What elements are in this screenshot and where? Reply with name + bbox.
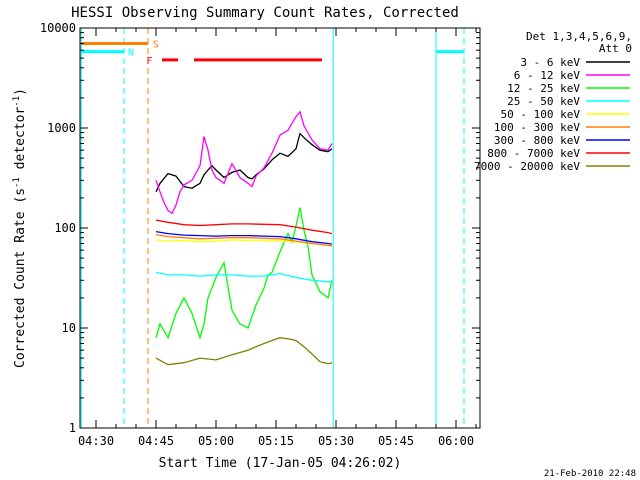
series-line: [155, 337, 333, 366]
plot-area: S N F 1 10 100 1000 10000 04:30 04:45 05:00 05:15 0…: [40, 21, 481, 448]
y-axis-label-end: ): [13, 88, 28, 96]
series-line: [155, 230, 333, 245]
y-tick-label: 100: [54, 221, 76, 235]
x-tick-label: 04:45: [138, 434, 174, 448]
series-line: [155, 110, 333, 215]
tick-layer: 1 10 100 1000 10000 04:30 04:45 05:00 05:15 05:30…: [40, 21, 480, 448]
night-flag-label: N: [128, 48, 134, 59]
y-tick-label: 1000: [47, 121, 76, 135]
flare-flag-label: F: [146, 56, 152, 67]
series-line: [155, 233, 333, 247]
series-line: [155, 207, 333, 340]
x-tick-label: 04:30: [78, 434, 114, 448]
y-axis-label-main: Corrected Count Rate (s: [13, 188, 28, 368]
flag-layer: S N F: [80, 28, 465, 428]
plot-frame: [79, 27, 481, 429]
legend-label: 50 - 100 keV: [501, 108, 581, 121]
y-tick-label: 10000: [40, 21, 76, 35]
y-axis-label-sup1: -1: [12, 177, 22, 188]
y-tick-label: 1: [69, 421, 76, 435]
legend-header-2: Att 0: [599, 42, 632, 55]
legend-label: 12 - 25 keV: [507, 82, 580, 95]
x-tick-label: 06:00: [438, 434, 474, 448]
series-layer: [155, 110, 333, 366]
y-axis-label-sup2: -1: [12, 96, 22, 107]
legend-header-1: Det 1,3,4,5,6,9,: [526, 30, 632, 43]
series-line: [155, 219, 333, 235]
legend-label: 800 - 7000 keV: [487, 147, 580, 160]
x-axis-label: Start Time (17-Jan-05 04:26:02): [159, 456, 402, 471]
y-tick-label: 10: [62, 321, 76, 335]
x-tick-label: 05:00: [198, 434, 234, 448]
legend-label: 7000 - 20000 keV: [474, 160, 580, 173]
legend-label: 3 - 6 keV: [520, 56, 580, 69]
y-axis-label: Corrected Count Rate (s-1 detector-1): [12, 88, 28, 368]
x-tick-label: 05:30: [318, 434, 354, 448]
chart-title: HESSI Observing Summary Count Rates, Cor…: [71, 5, 459, 21]
series-line: [155, 271, 332, 283]
legend-label: 300 - 800 keV: [494, 134, 580, 147]
saa-flag-label: S: [153, 39, 159, 50]
footer-timestamp: 21-Feb-2010 22:48: [544, 469, 636, 479]
legend-label: 25 - 50 keV: [507, 95, 580, 108]
legend-label: 6 - 12 keV: [514, 69, 581, 82]
x-tick-label: 05:15: [258, 434, 294, 448]
x-tick-label: 05:45: [378, 434, 414, 448]
y-axis-label-mid: detector: [13, 107, 28, 178]
legend-label: 100 - 300 keV: [494, 121, 580, 134]
series-line: [155, 132, 333, 193]
